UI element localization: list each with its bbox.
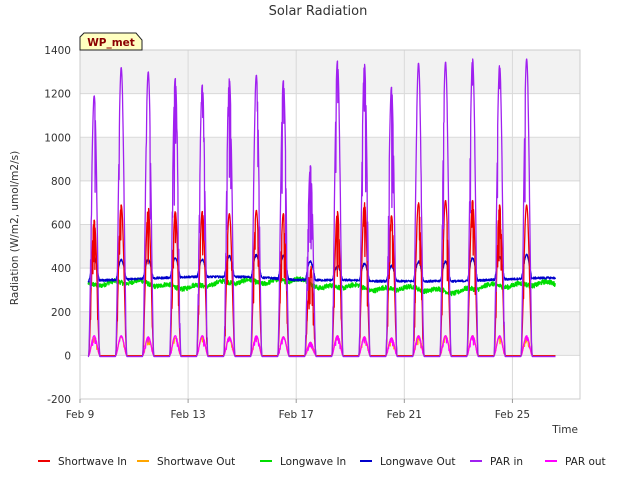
legend-label: PAR out xyxy=(565,456,606,468)
series-line-longwave-in xyxy=(87,276,557,297)
x-axis: Feb 9 Feb 13 Feb 17 Feb 21 Feb 25 xyxy=(66,399,530,421)
legend-item-longwave-in: Longwave In xyxy=(260,456,346,468)
station-label-frame xyxy=(79,32,143,51)
legend-label: Longwave Out xyxy=(380,456,455,468)
legend-item-longwave-out: Longwave Out xyxy=(360,456,455,468)
x-tick-label: Feb 13 xyxy=(170,409,205,421)
plot-band xyxy=(80,137,580,181)
station-label-box: WP_met xyxy=(79,32,143,51)
station-label: WP_met xyxy=(87,37,135,49)
y-tick-label: 400 xyxy=(51,263,71,275)
x-axis-title: Time xyxy=(551,424,578,436)
legend-item-par-in: PAR in xyxy=(470,456,523,468)
series-line-par-in xyxy=(87,58,556,358)
y-tick-label: 1000 xyxy=(44,132,71,144)
y-axis-title: Radiation (W/m2, umol/m2/s) xyxy=(9,151,21,305)
series-layer xyxy=(87,58,557,358)
y-tick-label: 1200 xyxy=(44,89,71,101)
series-line-longwave-out xyxy=(87,253,557,283)
y-tick-label: 0 xyxy=(64,350,71,362)
legend-label: PAR in xyxy=(490,456,523,468)
legend-label: Shortwave Out xyxy=(157,456,235,468)
plot-band xyxy=(80,224,580,269)
x-tick-label: Feb 9 xyxy=(66,409,95,421)
plot-band xyxy=(80,50,580,94)
y-tick-label: 200 xyxy=(51,307,71,319)
x-tick-label: Feb 25 xyxy=(495,409,530,421)
y-tick-label: 800 xyxy=(51,176,71,188)
legend: Shortwave In Shortwave Out Longwave In Long… xyxy=(38,456,606,468)
legend-item-par-out: PAR out xyxy=(545,456,606,468)
x-tick-label: Feb 17 xyxy=(279,409,314,421)
y-tick-label: -200 xyxy=(47,394,71,406)
legend-label: Shortwave In xyxy=(58,456,127,468)
y-tick-label: 600 xyxy=(51,220,71,232)
x-tick-label: Feb 21 xyxy=(387,409,422,421)
legend-item-shortwave-out: Shortwave Out xyxy=(137,456,235,468)
legend-item-shortwave-in: Shortwave In xyxy=(38,456,127,468)
chart-title: Solar Radiation xyxy=(269,4,368,19)
y-axis: -200 0 200 400 600 800 1000 1200 1400 xyxy=(44,45,71,406)
plot-frame xyxy=(79,49,581,400)
legend-label: Longwave In xyxy=(280,456,346,468)
y-tick-label: 1400 xyxy=(44,45,71,57)
